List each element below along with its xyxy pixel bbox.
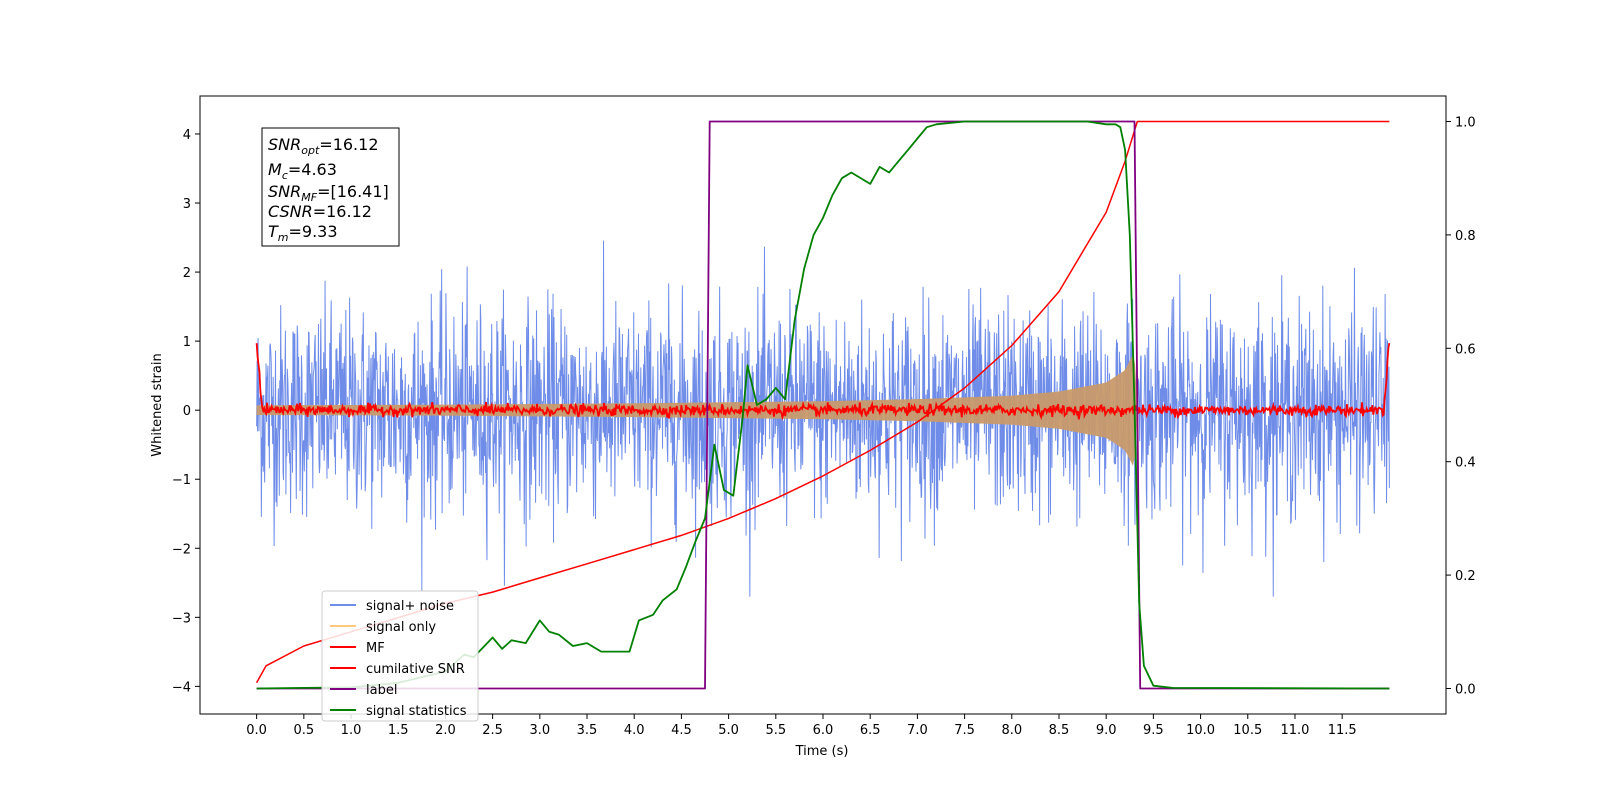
y-tick-label: 2 (183, 266, 191, 281)
x-tick-label: 9.0 (1096, 723, 1117, 738)
x-tick-label: 3.5 (577, 723, 598, 738)
x-tick-label: 2.5 (482, 723, 503, 738)
x-tick-label: 8.5 (1049, 723, 1070, 738)
annotation-csnr: CSNR=16.12 (268, 202, 372, 221)
y-tick-label: 4 (183, 128, 191, 143)
y2-tick-label: 0.4 (1455, 456, 1476, 471)
y-tick-label: 1 (183, 335, 191, 350)
x-tick-label: 9.5 (1143, 723, 1164, 738)
y-tick-label: −2 (172, 542, 191, 557)
x-tick-label: 4.0 (624, 723, 645, 738)
annotation-snr-opt: SNRopt=16.12 (268, 135, 379, 157)
series-mf (255, 342, 1391, 421)
x-tick-label: 2.0 (435, 723, 456, 738)
y-tick-label: 3 (183, 197, 191, 212)
x-tick-label: 1.0 (341, 723, 362, 738)
x-tick-label: 10.5 (1233, 723, 1262, 738)
legend-label: signal only (366, 620, 436, 635)
x-tick-label: 6.0 (813, 723, 834, 738)
annotation-tm: Tm=9.33 (268, 222, 338, 244)
legend-label: label (366, 683, 397, 698)
legend-frame (321, 590, 479, 722)
x-tick-label: 0.0 (246, 723, 267, 738)
y2-tick-label: 0.8 (1455, 229, 1476, 244)
x-tick-label: 4.5 (671, 723, 692, 738)
x-axis-label: Time (s) (795, 744, 849, 759)
y-tick-label: −3 (172, 611, 191, 626)
annotation-box: SNRopt=16.12 Mc=4.63 SNRMF=[16.41] CSNR=… (261, 127, 400, 247)
y2-tick-label: 0.6 (1455, 342, 1476, 357)
x-axis: 0.0 0.5 1.0 1.5 2.0 2.5 3.0 3.5 4.0 4.5 5.0 5.5 6.0 6… (246, 714, 1357, 738)
y-axis-right: 1.0 0.8 0.6 0.4 0.2 0.0 (1446, 116, 1476, 697)
y-tick-label: 0 (183, 404, 191, 419)
x-tick-label: 7.0 (907, 723, 928, 738)
annotation-snr-mf: SNRMF=[16.41] (268, 182, 389, 204)
y-axis-left: 4 3 2 1 0 −1 −2 −3 −4 (172, 128, 200, 695)
legend-label: signal statistics (366, 704, 467, 719)
x-tick-label: 0.5 (293, 723, 314, 738)
annotation-frame (261, 127, 400, 247)
x-tick-label: 3.0 (529, 723, 550, 738)
legend-label: cumilative SNR (366, 662, 465, 677)
x-tick-label: 7.5 (954, 723, 975, 738)
legend-label: signal+ noise (366, 599, 454, 614)
x-tick-label: 1.5 (388, 723, 409, 738)
annotation-mc: Mc=4.63 (268, 160, 337, 182)
legend-label: MF (366, 641, 385, 656)
x-tick-label: 10.0 (1186, 723, 1215, 738)
legend: signal+ noise signal only MF cumilative SNR… (321, 590, 479, 722)
y-axis-label: Whitened strain (150, 353, 165, 456)
series-signal-only (256, 354, 1138, 466)
y-tick-label: −1 (172, 473, 191, 488)
series-signal-statistics (256, 120, 1390, 690)
x-tick-label: 6.5 (860, 723, 881, 738)
x-tick-label: 5.0 (718, 723, 739, 738)
x-tick-label: 11.5 (1328, 723, 1357, 738)
legend-items: signal+ noise signal only MF cumilative SNR… (330, 599, 467, 719)
y-tick-label: −4 (172, 680, 191, 695)
x-tick-label: 11.0 (1280, 723, 1309, 738)
y2-tick-label: 0.0 (1455, 682, 1476, 697)
x-tick-label: 5.5 (765, 723, 786, 738)
y2-tick-label: 0.2 (1455, 569, 1476, 584)
x-tick-label: 8.0 (1001, 723, 1022, 738)
y2-tick-label: 1.0 (1455, 116, 1476, 131)
